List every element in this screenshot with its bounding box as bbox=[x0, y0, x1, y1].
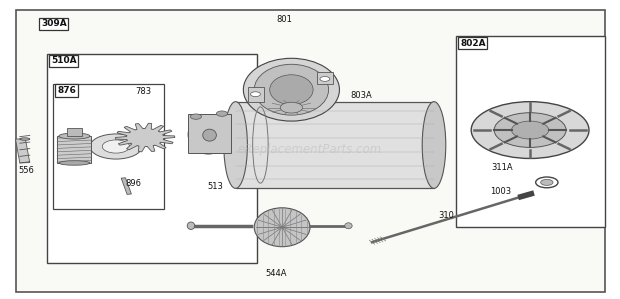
Bar bbox=[67, 128, 82, 136]
Text: 311A: 311A bbox=[492, 163, 513, 172]
Ellipse shape bbox=[270, 75, 313, 105]
Text: eReplacementParts.com: eReplacementParts.com bbox=[238, 143, 382, 156]
Circle shape bbox=[471, 102, 589, 158]
Bar bbox=[46, 54, 257, 263]
Ellipse shape bbox=[188, 115, 229, 154]
Bar bbox=[57, 136, 91, 163]
Circle shape bbox=[512, 121, 549, 139]
Text: 801: 801 bbox=[276, 15, 292, 24]
Ellipse shape bbox=[345, 223, 352, 229]
Ellipse shape bbox=[203, 129, 216, 141]
Circle shape bbox=[250, 92, 260, 97]
Ellipse shape bbox=[254, 208, 310, 247]
Text: 513: 513 bbox=[208, 182, 224, 191]
Circle shape bbox=[320, 77, 330, 81]
Bar bbox=[248, 87, 264, 102]
Text: 1003: 1003 bbox=[490, 187, 511, 196]
Ellipse shape bbox=[254, 64, 329, 115]
Bar bbox=[456, 36, 604, 227]
Circle shape bbox=[190, 114, 202, 119]
Ellipse shape bbox=[224, 102, 247, 188]
Text: 310: 310 bbox=[438, 211, 454, 220]
Ellipse shape bbox=[20, 138, 30, 140]
Text: 876: 876 bbox=[57, 86, 76, 95]
Circle shape bbox=[216, 111, 228, 116]
Circle shape bbox=[280, 102, 303, 113]
Ellipse shape bbox=[422, 102, 446, 188]
Text: 556: 556 bbox=[19, 166, 35, 175]
Bar bbox=[53, 84, 164, 209]
Circle shape bbox=[135, 133, 155, 143]
Bar bbox=[121, 178, 131, 194]
Bar bbox=[188, 114, 231, 153]
Text: 309A: 309A bbox=[41, 19, 67, 28]
Circle shape bbox=[90, 134, 142, 159]
Text: 896: 896 bbox=[125, 179, 141, 188]
Ellipse shape bbox=[59, 161, 90, 165]
Bar bbox=[16, 139, 30, 163]
Bar bbox=[317, 72, 333, 84]
Circle shape bbox=[102, 140, 130, 153]
Ellipse shape bbox=[59, 133, 90, 139]
Circle shape bbox=[541, 179, 553, 185]
Text: 803A: 803A bbox=[350, 91, 372, 100]
Ellipse shape bbox=[243, 58, 340, 121]
Ellipse shape bbox=[187, 222, 195, 230]
Text: 510A: 510A bbox=[51, 56, 76, 65]
Circle shape bbox=[494, 113, 566, 147]
Polygon shape bbox=[115, 123, 175, 152]
Bar bbox=[236, 102, 434, 188]
Text: 802A: 802A bbox=[460, 39, 485, 48]
Text: 783: 783 bbox=[136, 87, 152, 96]
Text: 544A: 544A bbox=[265, 269, 286, 278]
